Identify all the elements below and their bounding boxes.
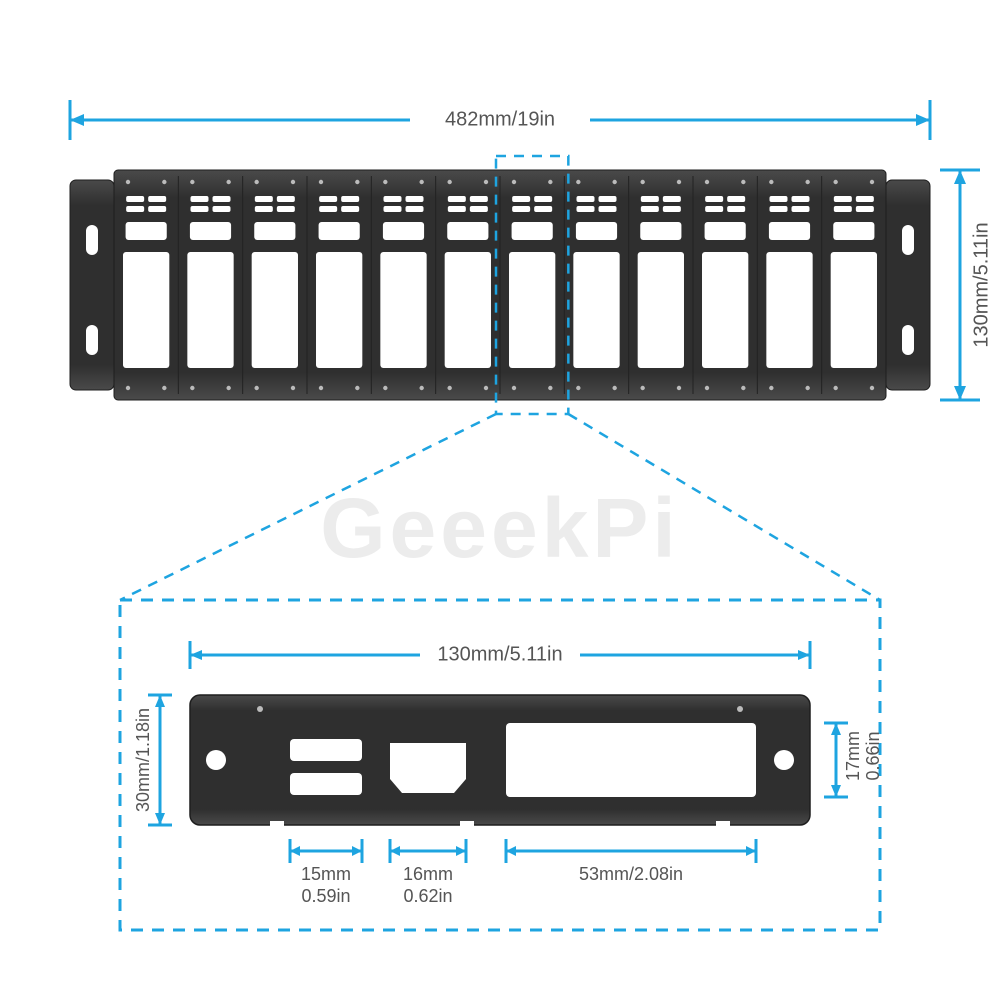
dim-height-label: 130mm/5.11in (970, 222, 992, 347)
dim-small: 0.59in (301, 886, 350, 906)
svg-text:GeeekPi: GeeekPi (320, 481, 680, 575)
detail-height-label: 30mm/1.18in (133, 708, 153, 812)
detail-cutout-h2: 0.66in (863, 731, 883, 780)
dim-small: 15mm (301, 864, 351, 884)
detail-display-w: 53mm/2.08in (579, 864, 683, 884)
dim-width-label: 482mm/19in (445, 108, 555, 130)
rack-panel (70, 156, 930, 414)
dim-small: 0.62in (403, 886, 452, 906)
detail-plate (190, 695, 810, 827)
detail-width-label: 130mm/5.11in (437, 643, 562, 665)
detail-cutout-h1: 17mm (843, 731, 863, 781)
dim-small: 16mm (403, 864, 453, 884)
